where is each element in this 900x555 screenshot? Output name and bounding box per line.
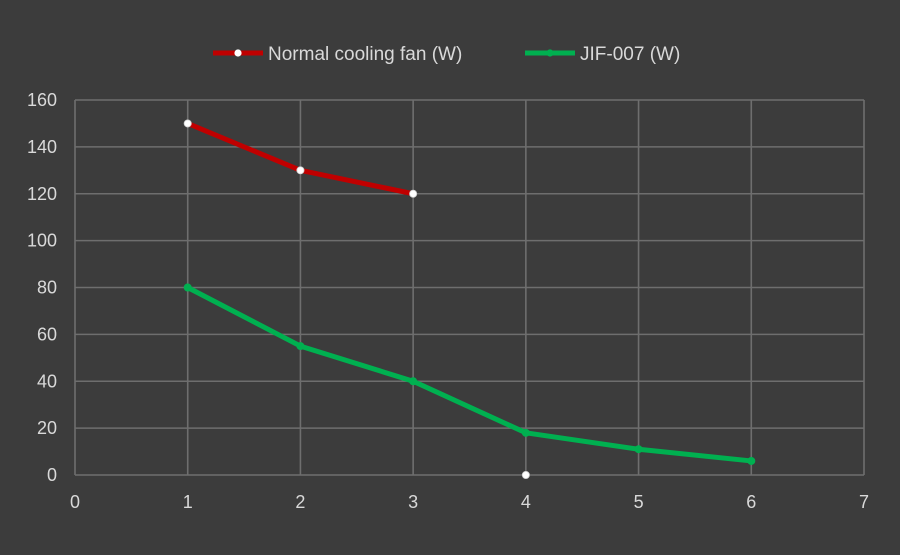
y-tick-label: 60: [37, 324, 57, 344]
y-tick-label: 80: [37, 278, 57, 298]
data-point: [296, 166, 305, 175]
legend-swatch-marker: [234, 49, 242, 57]
x-tick-label: 3: [408, 492, 418, 512]
y-tick-label: 0: [47, 465, 57, 485]
x-tick-label: 6: [746, 492, 756, 512]
y-tick-label: 40: [37, 371, 57, 391]
series-1: [183, 119, 530, 479]
legend: Normal cooling fan (W) JIF-007 (W): [213, 44, 680, 65]
data-point: [409, 189, 418, 198]
data-point: [521, 428, 530, 437]
x-axis-ticks: 0 1 2 3 4 5 6 7: [70, 492, 869, 512]
data-point: [296, 342, 305, 351]
x-tick-label: 0: [70, 492, 80, 512]
y-tick-label: 160: [27, 90, 57, 110]
data-point: [409, 377, 418, 386]
data-point: [747, 456, 756, 465]
legend-item: JIF-007 (W): [525, 44, 680, 65]
x-tick-label: 5: [634, 492, 644, 512]
y-tick-label: 20: [37, 418, 57, 438]
y-axis-ticks: 0 20 40 60 80 100 120 140 160: [27, 90, 57, 485]
x-tick-label: 1: [183, 492, 193, 512]
legend-label: JIF-007 (W): [580, 44, 680, 65]
legend-item: Normal cooling fan (W): [213, 44, 462, 65]
data-point: [634, 445, 643, 454]
y-tick-label: 100: [27, 231, 57, 251]
y-tick-label: 140: [27, 137, 57, 157]
grid: [74, 99, 865, 476]
series: [183, 119, 756, 479]
x-tick-label: 4: [521, 492, 531, 512]
y-tick-label: 120: [27, 184, 57, 204]
data-point: [521, 470, 530, 479]
series-line: [185, 285, 754, 464]
data-point: [183, 283, 192, 292]
legend-label: Normal cooling fan (W): [268, 44, 462, 65]
legend-swatch-marker: [546, 49, 554, 57]
series-2: [183, 283, 756, 465]
x-tick-label: 2: [295, 492, 305, 512]
data-point: [183, 119, 192, 128]
x-tick-label: 7: [859, 492, 869, 512]
